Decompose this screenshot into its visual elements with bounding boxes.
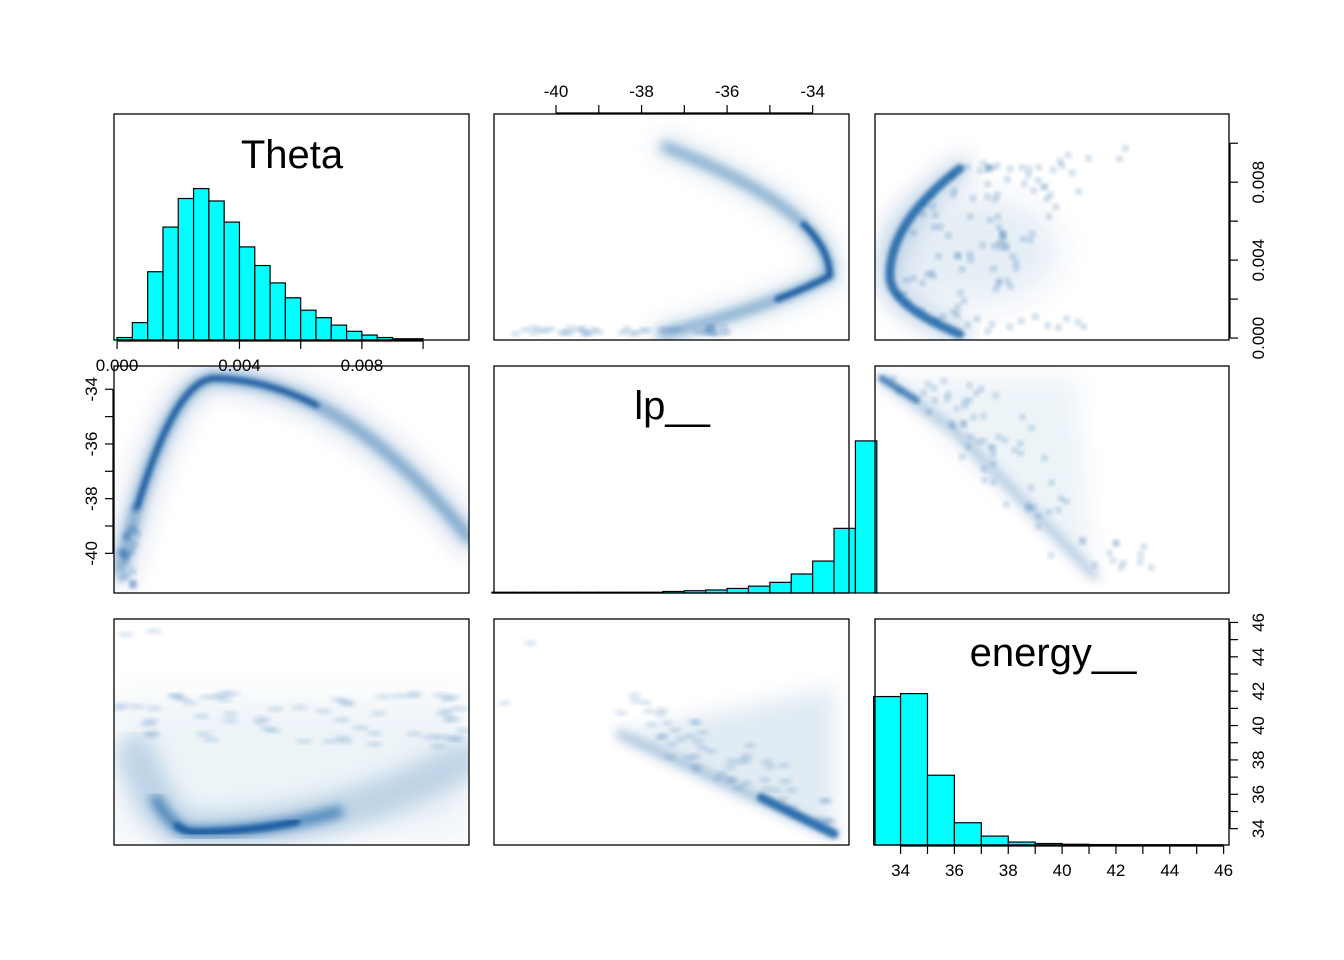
density-energy-vs-lp (498, 640, 839, 839)
tick-label: 34 (1249, 819, 1268, 838)
hist-bar-theta (345, 330, 363, 341)
tick-label: 0.004 (1249, 239, 1268, 282)
hist-bar-lp (833, 527, 857, 594)
hist-bar-lp (854, 440, 878, 594)
hist-bar-theta (223, 221, 241, 341)
panel-frame (493, 618, 850, 846)
tick-label: -36 (82, 432, 101, 457)
hist-bar-theta (330, 324, 348, 341)
hist-bar-theta (208, 200, 225, 341)
tick-label: 42 (1249, 682, 1268, 701)
panels-layer (114, 134, 1225, 846)
panel-frame (113, 113, 470, 341)
hist-bar-theta (284, 297, 302, 341)
hist-bar-lp (790, 573, 814, 594)
hist-bar-lp (726, 587, 750, 594)
density-theta-vs-energy (877, 144, 1130, 340)
tick-label: -34 (82, 377, 101, 402)
tick-label: -40 (544, 82, 569, 101)
axis-top-lp: -40 -38 -36 -34 (544, 82, 825, 114)
tick-label: 0.008 (341, 356, 384, 375)
hist-bar-energy (899, 692, 929, 846)
panel-frame (113, 365, 470, 594)
variable-label-lp: lp__ (634, 384, 710, 428)
hist-bar-energy (873, 695, 902, 846)
axes-layer: Theta lp__ energy__ 0.000 0.004 0.008 -40 -38 -3… (82, 82, 1268, 880)
hist-bar-energy (926, 774, 956, 846)
variable-label-energy: energy__ (970, 631, 1138, 675)
tick-label: 0.000 (96, 356, 139, 375)
hist-bar-energy (953, 822, 982, 846)
hist-bar-theta (254, 264, 271, 341)
axis-left-lp: -40 -38 -36 -34 (82, 377, 114, 566)
hist-bar-lp (812, 560, 835, 594)
variable-label-theta: Theta (241, 133, 344, 177)
tick-label: -34 (800, 82, 825, 101)
tick-label: 0.008 (1249, 161, 1268, 204)
histogram-energy (873, 692, 1225, 846)
hist-bar-energy (980, 835, 1009, 846)
tick-label: -38 (82, 486, 101, 511)
hist-bar-theta (177, 197, 195, 341)
panel-frame (874, 365, 1230, 594)
tick-label: 40 (1053, 861, 1072, 880)
tick-label: 38 (999, 861, 1018, 880)
axis-right-energy: 34 36 38 40 42 44 46 (1229, 613, 1268, 838)
hist-bar-theta (315, 317, 332, 341)
tick-label: 44 (1249, 647, 1268, 666)
tick-label: 0.004 (218, 356, 261, 375)
density-energy-vs-theta (114, 628, 469, 845)
tick-label: 44 (1160, 861, 1179, 880)
density-lp-vs-theta (114, 366, 469, 590)
histogram-lp (491, 440, 878, 594)
axis-right-theta: 0.000 0.004 0.008 (1229, 142, 1268, 360)
hist-bar-lp (769, 581, 792, 594)
panel-frame (493, 365, 850, 594)
hist-bar-theta (192, 187, 210, 341)
density-theta-vs-lp (510, 134, 844, 340)
tick-label: 34 (891, 861, 910, 880)
hist-bar-theta (300, 309, 317, 341)
hist-bar-theta (162, 226, 179, 341)
tick-label: -38 (629, 82, 654, 101)
panel-frame (113, 618, 470, 846)
panel-frame (874, 113, 1230, 341)
tick-label: -40 (82, 541, 101, 566)
tick-label: 42 (1106, 861, 1125, 880)
hist-bar-theta (269, 282, 286, 341)
axis-bottom-energy: 34 36 38 40 42 44 46 (891, 845, 1233, 880)
tick-label: 40 (1249, 716, 1268, 735)
density-lp-vs-energy (876, 373, 1155, 581)
tick-label: -36 (715, 82, 740, 101)
tick-label: 36 (945, 861, 964, 880)
hist-bar-theta (238, 246, 256, 341)
hist-bar-theta (361, 334, 378, 341)
hist-bar-theta (131, 322, 149, 341)
tick-label: 0.000 (1249, 317, 1268, 360)
panel-frame (874, 618, 1230, 846)
hist-bar-lp (747, 585, 771, 594)
tick-label: 36 (1249, 785, 1268, 804)
histogram-theta (116, 187, 424, 341)
hist-bar-theta (147, 271, 164, 341)
panel-frame (493, 113, 850, 341)
axis-bottom-theta: 0.000 0.004 0.008 (96, 340, 424, 375)
tick-label: 38 (1249, 750, 1268, 769)
tick-label: 46 (1249, 613, 1268, 632)
tick-label: 46 (1214, 861, 1233, 880)
